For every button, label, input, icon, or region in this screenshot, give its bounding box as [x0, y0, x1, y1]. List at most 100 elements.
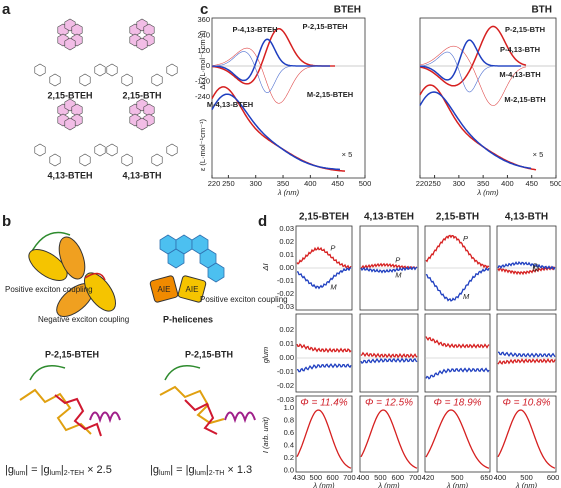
label: 4,13-BTH [505, 212, 548, 223]
ring [79, 73, 91, 87]
label: 0.6 [284, 428, 294, 437]
label: P [330, 244, 335, 253]
label: P-helicenes [163, 314, 213, 324]
label: 400 [304, 179, 317, 188]
plot-frame [359, 313, 419, 393]
spectrum-curve [212, 38, 330, 82]
equation-part: lum [50, 470, 61, 477]
plot-frame [424, 313, 491, 393]
label: 220 [208, 179, 221, 188]
label: 450 [525, 179, 538, 188]
label: Φ = 11.4% [300, 398, 347, 409]
label: 4,13-BTEH [364, 212, 414, 223]
spectrum-curve [296, 363, 352, 373]
label: 1.0 [284, 403, 294, 412]
label: Φ = 18.9% [433, 398, 481, 409]
label: 0.8 [284, 415, 294, 424]
label: -0.03 [277, 302, 294, 311]
ring [121, 73, 133, 87]
ring [106, 143, 118, 157]
label: M [533, 264, 540, 273]
ring [151, 73, 163, 87]
label: 120 [197, 46, 210, 55]
label: 500 [310, 473, 323, 482]
label: 300 [453, 179, 466, 188]
label: M-2,15-BTEH [307, 90, 353, 99]
label: -120 [195, 77, 210, 86]
label: Δε (L·mol⁻¹ cm⁻¹) [198, 30, 207, 90]
equation-part: |g [5, 464, 14, 476]
spectrum-curve [425, 267, 490, 302]
label: P-2,15-BTEH [45, 349, 99, 359]
label: M-4,13-BTH [499, 70, 540, 79]
label: 700 [409, 473, 422, 482]
label: 0.01 [279, 250, 294, 259]
label: Φ = 12.5% [365, 398, 413, 409]
plot-frame [496, 395, 557, 473]
label: Positive exciton coupling [5, 285, 93, 294]
label: 300 [249, 179, 262, 188]
label: P [533, 262, 538, 271]
spectrum-curve [425, 336, 490, 349]
spectrum-curve [419, 25, 527, 87]
label: 2,15-BTH [436, 212, 479, 223]
panel-label: c [200, 1, 208, 18]
label: 400 [501, 179, 514, 188]
label: 500 [374, 473, 387, 482]
label: 0.01 [279, 339, 294, 348]
label: 250 [428, 179, 441, 188]
spectrum-curve [296, 409, 352, 469]
plot-frame [295, 395, 353, 473]
label: glum [261, 347, 270, 363]
label: M [463, 292, 470, 301]
ring [151, 153, 163, 167]
spectrum-curve [497, 358, 556, 365]
label: 360 [197, 15, 210, 24]
label: 0.0 [284, 465, 294, 474]
spectrum-curve [425, 234, 490, 270]
spectrum-curve [425, 367, 490, 380]
label: 4,13-BTH [122, 170, 161, 180]
label: 600 [326, 473, 339, 482]
label: 0.4 [284, 440, 294, 449]
label: 600 [547, 473, 560, 482]
label: I (arb. unit) [261, 416, 270, 453]
label: M-2,15-BTH [504, 95, 545, 104]
label: P-2,15-BTEH [302, 22, 347, 31]
equation-part: × 1.3 [224, 464, 252, 476]
spectrum-curve [497, 351, 556, 358]
spectrum-curve [360, 357, 418, 365]
spectrum-curve [211, 93, 340, 171]
label: 220 [416, 179, 429, 188]
label: BTH [531, 5, 552, 16]
label: 600 [392, 473, 405, 482]
label: ε (L·mol⁻¹cm⁻¹) [198, 118, 207, 171]
spectrum-curve [419, 91, 532, 170]
equation-part: 2-TEH [64, 470, 84, 477]
label: λ (nm) [312, 481, 335, 488]
ring [94, 63, 106, 77]
label: 350 [477, 179, 490, 188]
equation: |glum| = |glum|2-TEH × 2.5 [5, 464, 112, 477]
label: 250 [222, 179, 235, 188]
label: λ (nm) [515, 481, 538, 488]
label: 700 [343, 473, 356, 482]
label: 350 [277, 179, 290, 188]
ring [34, 63, 46, 77]
ring [64, 117, 76, 131]
label: P-4,13-BTH [500, 45, 540, 54]
spectrum-curve [497, 260, 556, 271]
plot-frame [419, 17, 557, 179]
label: 0.2 [284, 453, 294, 462]
spectrum-curve [360, 266, 418, 274]
label: Negative exciton coupling [38, 315, 129, 324]
label: 400 [494, 473, 507, 482]
label: 240 [197, 30, 210, 39]
equation-part: |g [150, 464, 159, 476]
label: 2,15-BTEH [299, 212, 349, 223]
equation-part: | = |g [25, 464, 49, 476]
label: λ (nm) [377, 481, 400, 488]
ring [49, 73, 61, 87]
equation-part: lum [195, 470, 206, 477]
